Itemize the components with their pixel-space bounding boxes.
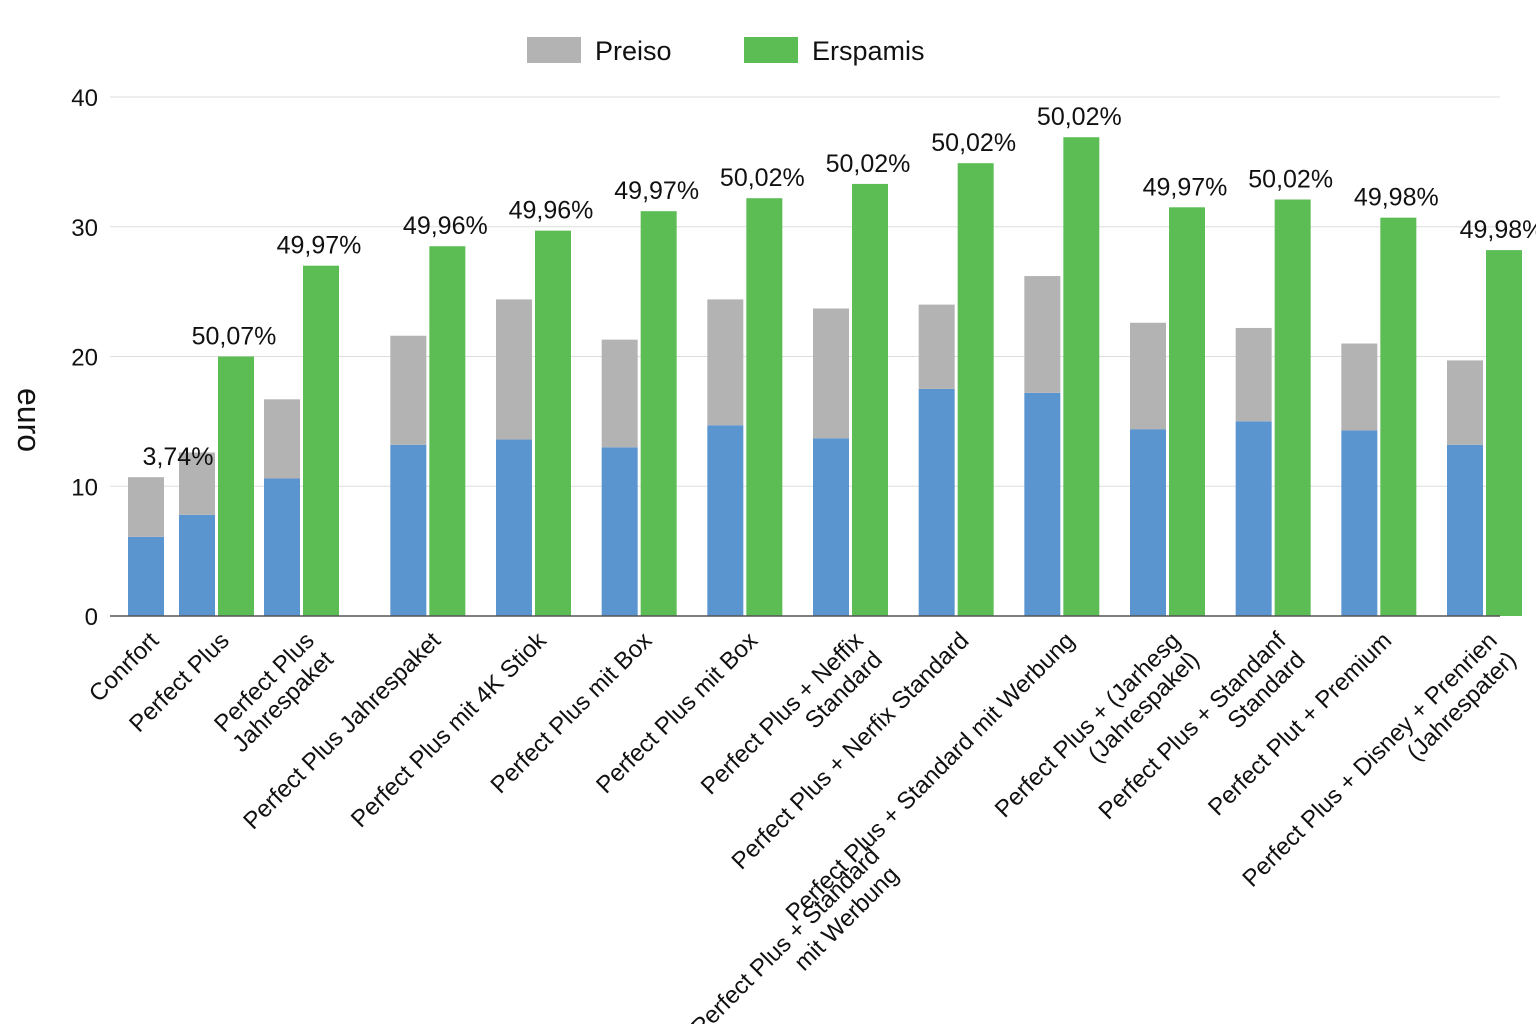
data-label: 49,97% — [614, 177, 699, 205]
y-tick-label: 40 — [71, 85, 98, 112]
bar-preiso — [813, 308, 849, 439]
bar-erspamis — [957, 163, 994, 617]
legend-swatch-preiso — [527, 37, 581, 63]
data-label: 50,02% — [1037, 103, 1122, 131]
data-label: 50,07% — [192, 323, 277, 351]
bar-erspamis — [640, 211, 677, 616]
legend-label-preiso: Preiso — [595, 36, 672, 66]
bar-erspamis — [1380, 217, 1417, 617]
y-axis-label: euro — [11, 388, 47, 452]
bar-basis — [813, 438, 849, 616]
bar-erspamis — [1063, 137, 1100, 616]
legend-swatch-erspamis — [744, 37, 798, 63]
bar-erspamis — [1169, 207, 1205, 616]
bar-preiso — [1024, 276, 1061, 393]
bar-basis — [601, 447, 638, 616]
legend-label-erspamis: Erspamis — [812, 36, 925, 66]
bar-preiso — [128, 477, 164, 537]
bar-basis — [179, 514, 215, 616]
bar-basis — [1130, 429, 1166, 616]
bar-basis — [1341, 430, 1378, 616]
bar-erspamis — [303, 265, 339, 616]
bar-preiso — [390, 335, 427, 445]
bar-preiso — [601, 339, 638, 448]
data-label: 49,97% — [277, 232, 362, 260]
bar-preiso — [707, 299, 744, 426]
x-tick-label: Perfect Plus mit 4K Stiok — [346, 626, 553, 833]
data-label: 49,98% — [1460, 216, 1536, 244]
bar-basis — [496, 439, 532, 616]
bar-basis — [390, 444, 427, 616]
bar-basis — [128, 536, 164, 616]
data-label: 49,96% — [403, 212, 488, 240]
data-label: 50,02% — [720, 164, 805, 192]
bar-preiso — [918, 304, 955, 389]
data-labels: 3,74% 50,07% 49,97% 49,96% 49,96% 49,97% 50,02… — [143, 103, 1536, 471]
bar-preiso — [1447, 360, 1483, 445]
y-tick-label: 0 — [85, 604, 98, 631]
bar-erspamis — [535, 230, 571, 616]
legend: Preiso Erspamis — [527, 36, 925, 66]
bar-erspamis — [1274, 199, 1311, 616]
bar-preiso — [1130, 322, 1166, 430]
data-label: 50,02% — [826, 150, 911, 178]
y-tick-label: 30 — [71, 215, 98, 242]
data-label: 50,02% — [1248, 166, 1333, 194]
bar-preiso — [1235, 327, 1272, 422]
bar-basis — [1447, 444, 1483, 616]
bar-erspamis — [1486, 250, 1522, 617]
y-tick-label: 10 — [71, 474, 98, 501]
bar-basis — [1024, 392, 1061, 616]
bar-preiso — [264, 399, 300, 479]
data-label: 49,97% — [1143, 173, 1228, 201]
y-axis-ticks: 0 10 20 30 40 — [71, 85, 98, 631]
bar-basis — [264, 478, 300, 616]
bar-erspamis — [429, 246, 466, 616]
bar-preiso — [496, 299, 532, 440]
bar-erspamis — [746, 198, 783, 616]
bar-preiso — [1341, 343, 1378, 431]
y-tick-label: 20 — [71, 345, 98, 372]
data-label: 3,74% — [143, 443, 214, 471]
bar-basis — [1235, 421, 1272, 616]
data-label: 49,98% — [1354, 184, 1439, 212]
bar-basis — [707, 425, 744, 616]
x-tick-label-extra: Perfect Plus + Standardmit Werbung — [686, 842, 904, 1024]
bar-preiso — [179, 452, 215, 515]
data-label: 50,02% — [931, 129, 1016, 157]
bar-erspamis — [218, 356, 254, 616]
bar-erspamis — [852, 183, 888, 616]
data-label: 49,96% — [509, 197, 594, 225]
bars — [128, 137, 1522, 617]
bar-basis — [918, 388, 955, 616]
